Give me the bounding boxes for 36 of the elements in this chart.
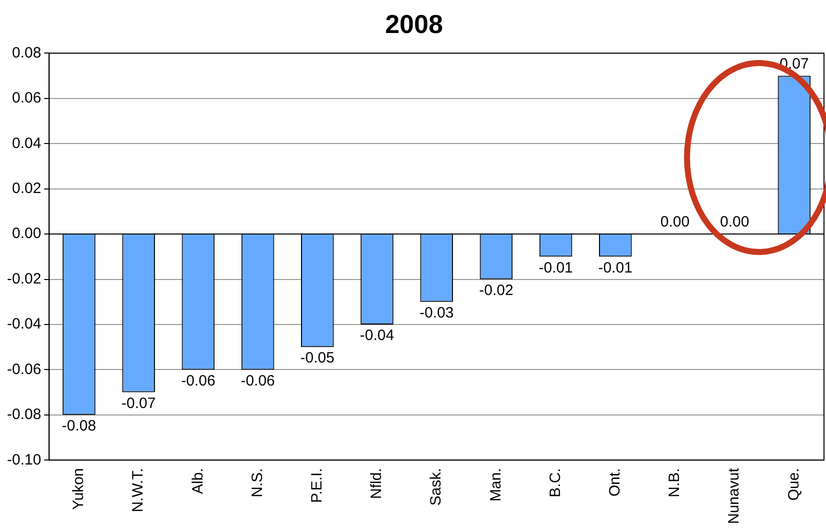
y-tick-label: -0.04 <box>6 316 42 333</box>
y-tick-label: 0.06 <box>12 90 42 107</box>
x-tick-label: Nunavut <box>726 467 743 524</box>
y-tick-label: -0.06 <box>6 360 42 378</box>
x-tick-label: B.C. <box>546 468 564 498</box>
data-label: -0.08 <box>62 418 96 435</box>
data-label: -0.01 <box>598 259 632 276</box>
y-tick-label: -0.10 <box>6 451 42 468</box>
chart-title: 2008 <box>385 8 443 39</box>
data-label: -0.03 <box>419 304 454 322</box>
data-label: -0.06 <box>181 372 216 390</box>
data-label: -0.02 <box>479 282 514 299</box>
x-tick-label: N.S. <box>248 468 266 498</box>
data-label: 0.00 <box>660 214 690 231</box>
x-tick-label: Sask. <box>428 468 445 506</box>
x-tick-label: N.B. <box>666 468 684 498</box>
x-tick-label: N.W.T. <box>130 468 147 512</box>
x-tick-label: Ont. <box>606 468 624 496</box>
y-tick-label: 0.08 <box>12 44 42 62</box>
x-tick-label: Nfld. <box>368 468 386 499</box>
data-label: -0.04 <box>360 327 394 344</box>
y-tick-label: 0.04 <box>12 134 42 152</box>
x-tick-label: Yukon <box>70 468 88 510</box>
y-tick-label: 0.00 <box>12 225 42 242</box>
data-label: -0.05 <box>300 350 334 367</box>
data-label: 0.00 <box>720 214 750 231</box>
x-tick-label: Man. <box>487 468 504 502</box>
data-label: -0.01 <box>538 259 573 276</box>
y-tick-label: -0.08 <box>6 406 42 424</box>
data-label: -0.07 <box>121 394 156 412</box>
x-tick-label: Alb. <box>189 468 206 494</box>
y-tick-label: 0.02 <box>12 180 42 197</box>
x-tick-label: Que. <box>785 468 802 501</box>
x-tick-label: P.E.I. <box>308 468 326 503</box>
y-tick-label: -0.02 <box>6 270 42 288</box>
data-label: -0.06 <box>240 372 275 390</box>
